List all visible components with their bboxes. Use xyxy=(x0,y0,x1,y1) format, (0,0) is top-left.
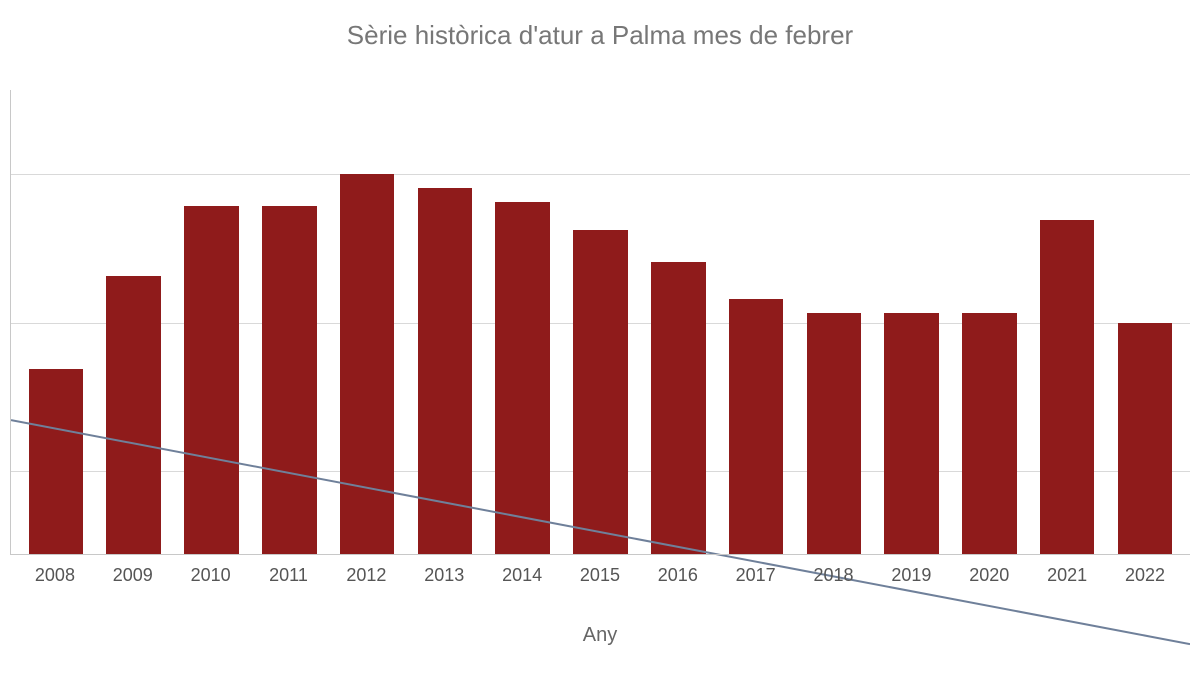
bar xyxy=(729,299,783,555)
bar-slot xyxy=(717,90,795,555)
x-tick-label: 2022 xyxy=(1106,555,1184,586)
x-tick-label: 2019 xyxy=(872,555,950,586)
x-tick-label: 2014 xyxy=(483,555,561,586)
x-tick-label: 2021 xyxy=(1028,555,1106,586)
bar-slot xyxy=(1106,90,1184,555)
bar-slot xyxy=(639,90,717,555)
x-tick-label: 2012 xyxy=(327,555,405,586)
chart-title: Sèrie històrica d'atur a Palma mes de fe… xyxy=(0,20,1200,51)
x-tick-label: 2016 xyxy=(639,555,717,586)
bar xyxy=(29,369,83,555)
bar-slot xyxy=(795,90,873,555)
x-tick-label: 2010 xyxy=(172,555,250,586)
bar-slot xyxy=(250,90,328,555)
bar-slot xyxy=(328,90,406,555)
bar xyxy=(1118,323,1172,556)
bar-slot xyxy=(95,90,173,555)
bar xyxy=(1040,220,1094,555)
x-axis: 2008200920102011201220132014201520162017… xyxy=(10,555,1190,586)
bar-slot xyxy=(17,90,95,555)
x-tick-label: 2017 xyxy=(717,555,795,586)
bar xyxy=(962,313,1016,555)
plot-area xyxy=(10,90,1190,555)
bar-slot xyxy=(951,90,1029,555)
bar-slot xyxy=(406,90,484,555)
bar xyxy=(495,202,549,555)
bar xyxy=(418,188,472,555)
bar xyxy=(340,174,394,555)
bar-slot xyxy=(173,90,251,555)
bar xyxy=(651,262,705,555)
x-tick-label: 2009 xyxy=(94,555,172,586)
bar-slot xyxy=(873,90,951,555)
x-tick-label: 2008 xyxy=(16,555,94,586)
bar xyxy=(884,313,938,555)
x-tick-label: 2013 xyxy=(405,555,483,586)
bar xyxy=(573,230,627,556)
bar-slot xyxy=(1028,90,1106,555)
bar-slot xyxy=(562,90,640,555)
x-tick-label: 2018 xyxy=(795,555,873,586)
bar xyxy=(106,276,160,555)
x-axis-label: Any xyxy=(0,624,1200,647)
bar xyxy=(807,313,861,555)
x-tick-label: 2011 xyxy=(250,555,328,586)
bar xyxy=(184,206,238,555)
x-tick-label: 2015 xyxy=(561,555,639,586)
x-tick-label: 2020 xyxy=(950,555,1028,586)
bar-slot xyxy=(484,90,562,555)
bar xyxy=(262,206,316,555)
bars-container xyxy=(11,90,1190,555)
chart-container: Sèrie històrica d'atur a Palma mes de fe… xyxy=(0,0,1200,675)
